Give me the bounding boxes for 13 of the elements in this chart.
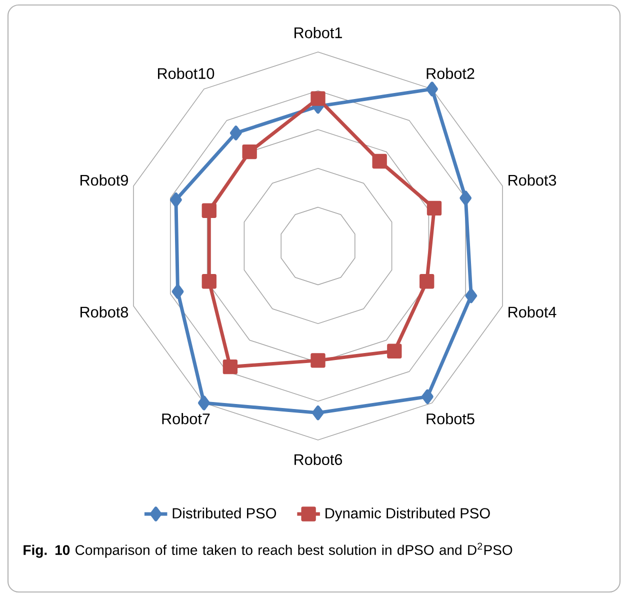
spoke-label: Robot7 [162, 413, 210, 424]
spoke-label: Robot4 [508, 306, 556, 318]
spoke-label: Robot1 [294, 26, 342, 38]
spoke-label: Robot6 [294, 454, 342, 466]
legend-label: Dynamic Distributed PSO [326, 508, 490, 522]
spoke-label: Robot3 [508, 174, 556, 186]
spoke-label: Robot10 [158, 68, 214, 79]
legend-label: Distributed PSO [172, 508, 276, 518]
spoke-label: Robot2 [426, 68, 474, 79]
text: Fig. 10 Comparison of time taken to reach best solution in dPSO and D$^{2}$PSO [24, 542, 512, 558]
spoke-label: Robot5 [426, 413, 474, 424]
spoke-label: Robot9 [80, 174, 128, 186]
spoke-label: Robot8 [80, 306, 128, 318]
